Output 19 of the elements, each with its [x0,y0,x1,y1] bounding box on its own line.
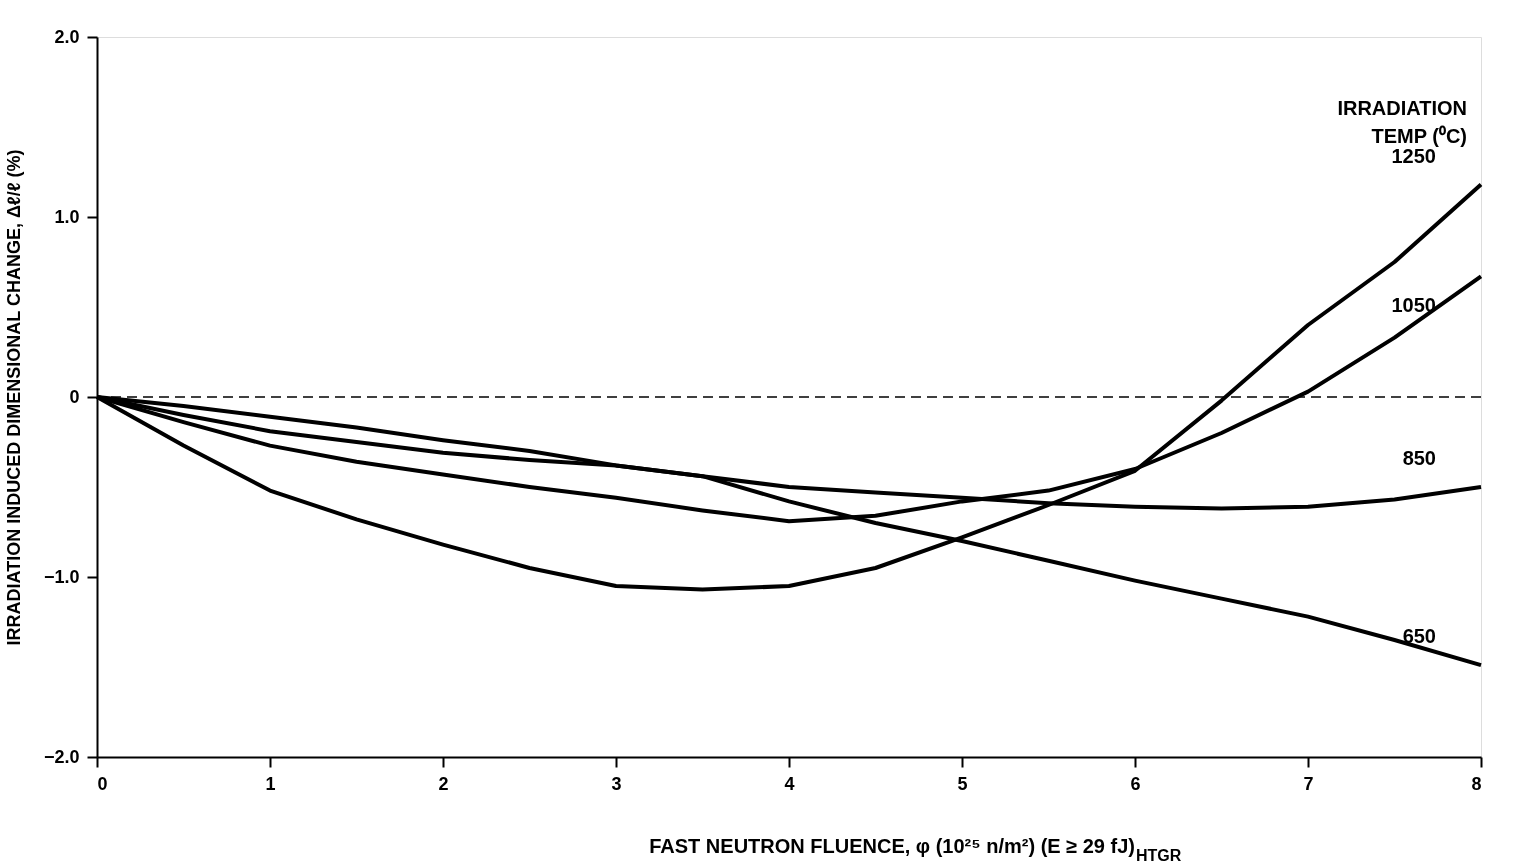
x-tick-label: 3 [611,773,622,794]
y-tick-label: −2.0 [43,746,80,767]
y-tick-label: 1.0 [54,206,80,227]
x-tick-label: 2 [438,773,449,794]
y-axis-title: IRRADIATION INDUCED DIMENSIONAL CHANGE, Δℓ/ℓ (%) [3,149,24,646]
series-label: 1050 [1391,294,1436,317]
x-tick-label: 5 [957,773,968,794]
x-tick-label: 1 [265,773,276,794]
x-tick-label: 4 [784,773,795,794]
y-tick-label: 2.0 [54,26,80,47]
legend-title: IRRADIATION TEMP (⁰C) [1337,97,1467,147]
x-tick-label: 0 [97,773,108,794]
series-label: 850 [1402,447,1436,469]
x-tick-label: 7 [1303,773,1314,794]
y-tick-label: 0 [69,386,80,407]
y-tick-label: −1.0 [43,566,80,587]
series-label: 650 [1402,625,1436,648]
x-tick-label: 8 [1471,773,1482,794]
x-tick-label: 6 [1130,773,1141,794]
